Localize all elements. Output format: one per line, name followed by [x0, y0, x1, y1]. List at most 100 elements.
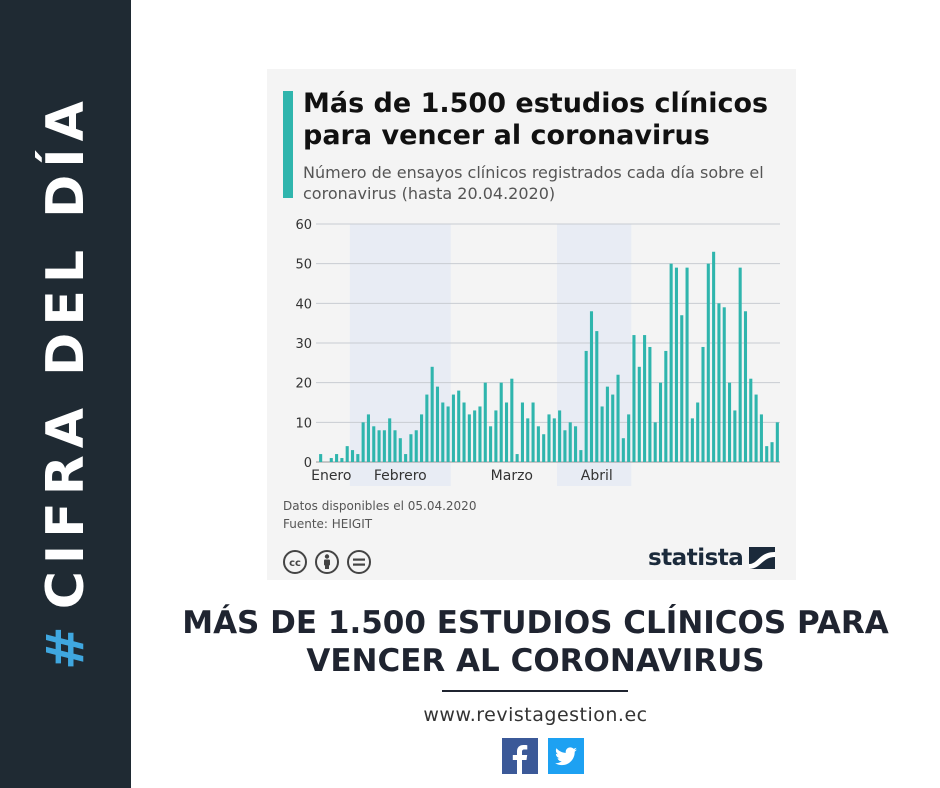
- title-accent-bar: [283, 91, 293, 198]
- logo-text: statista: [648, 545, 744, 571]
- hashtag-icon: #: [36, 619, 96, 670]
- chart-subtitle: Número de ensayos clínicos registrados c…: [303, 163, 764, 203]
- bar: [398, 438, 402, 462]
- bar: [728, 382, 732, 462]
- bar: [515, 454, 519, 462]
- bar: [504, 402, 509, 462]
- y-tick-label: 40: [295, 297, 312, 312]
- twitter-icon[interactable]: [548, 738, 584, 774]
- bar: [340, 458, 344, 462]
- bar: [658, 382, 663, 462]
- bar: [706, 263, 710, 462]
- bar: [696, 402, 700, 462]
- bar: [446, 406, 450, 462]
- y-tick-label: 20: [295, 377, 312, 392]
- bar: [510, 378, 514, 462]
- bar: [621, 438, 625, 462]
- bar: [674, 267, 678, 462]
- y-tick-label: 10: [295, 416, 312, 431]
- bar: [356, 454, 360, 462]
- bar: [404, 454, 408, 462]
- bar: [712, 251, 716, 462]
- bar: [430, 366, 434, 462]
- bar: [558, 410, 562, 462]
- bar: [536, 426, 540, 462]
- bar: [669, 263, 673, 462]
- bar: [759, 414, 763, 462]
- bar: [393, 430, 397, 462]
- x-month-label: Enero: [311, 468, 351, 484]
- bar: [579, 450, 583, 462]
- svg-text:cc: cc: [289, 558, 301, 569]
- bar: [765, 446, 769, 462]
- bar: [680, 315, 684, 462]
- bar: [717, 303, 721, 462]
- bar: [595, 331, 599, 462]
- bar: [361, 422, 365, 462]
- sidebar-title: CIFRA DEL DÍA: [36, 94, 96, 610]
- data-availability-note: Datos disponibles el 05.04.2020: [283, 499, 477, 513]
- chart-title: Más de 1.500 estudios clínicos para venc…: [303, 88, 769, 151]
- bar: [589, 311, 594, 462]
- bar: [643, 335, 647, 462]
- bar: [420, 414, 424, 462]
- bar: [467, 414, 471, 462]
- bar: [632, 335, 636, 462]
- bar: [701, 346, 705, 462]
- bar: [563, 430, 567, 462]
- bar: [425, 394, 429, 462]
- bar: [350, 450, 355, 462]
- bar: [478, 406, 482, 462]
- bar: [382, 430, 386, 462]
- bar: [526, 418, 530, 462]
- bar: [770, 442, 774, 462]
- bar: [319, 454, 323, 462]
- x-month-label: Abril: [581, 468, 613, 484]
- bar: [388, 418, 392, 462]
- bar: [441, 402, 445, 462]
- facebook-icon[interactable]: [502, 738, 538, 774]
- headline: MÁS DE 1.500 ESTUDIOS CLÍNICOS PARA VENC…: [182, 605, 889, 679]
- cifra-del-dia-label: # CIFRA DEL DÍA: [36, 94, 96, 670]
- x-month-label: Febrero: [374, 468, 427, 484]
- divider: [442, 690, 628, 692]
- bar: [648, 346, 652, 462]
- bar: [377, 430, 381, 462]
- website-link[interactable]: www.revistagestion.ec: [423, 704, 648, 726]
- bar: [600, 406, 604, 462]
- bar: [552, 418, 556, 462]
- bar: [542, 434, 546, 462]
- bar: [685, 267, 689, 462]
- bar: [584, 350, 588, 462]
- bar: [520, 402, 524, 462]
- bar: [457, 390, 461, 462]
- bar-chart: 0 10 20 30 40 50 60 Enero Febrero Marzo Abril: [295, 218, 780, 486]
- y-tick-label: 50: [295, 258, 312, 273]
- bar: [366, 414, 370, 462]
- bar: [664, 350, 668, 462]
- x-month-label: Marzo: [491, 468, 533, 484]
- y-tick-label: 30: [295, 337, 312, 352]
- bar: [489, 426, 493, 462]
- license-icons: cc: [283, 550, 371, 574]
- person-icon: [315, 550, 339, 574]
- bar: [335, 454, 339, 462]
- bar: [451, 394, 455, 462]
- bar: [775, 422, 779, 462]
- bar: [372, 426, 376, 462]
- bar: [637, 366, 641, 462]
- bar: [345, 446, 349, 462]
- y-tick-label: 60: [295, 218, 312, 233]
- bar: [409, 434, 413, 462]
- bar: [568, 422, 572, 462]
- bar: [605, 386, 609, 462]
- bar: [473, 410, 477, 462]
- bar: [611, 394, 615, 462]
- bar: [531, 402, 535, 462]
- bar: [483, 382, 487, 462]
- bar: [574, 426, 578, 462]
- y-tick-label: 0: [304, 456, 312, 471]
- bar: [616, 374, 620, 462]
- bar: [414, 430, 418, 462]
- equals-icon: [347, 550, 371, 574]
